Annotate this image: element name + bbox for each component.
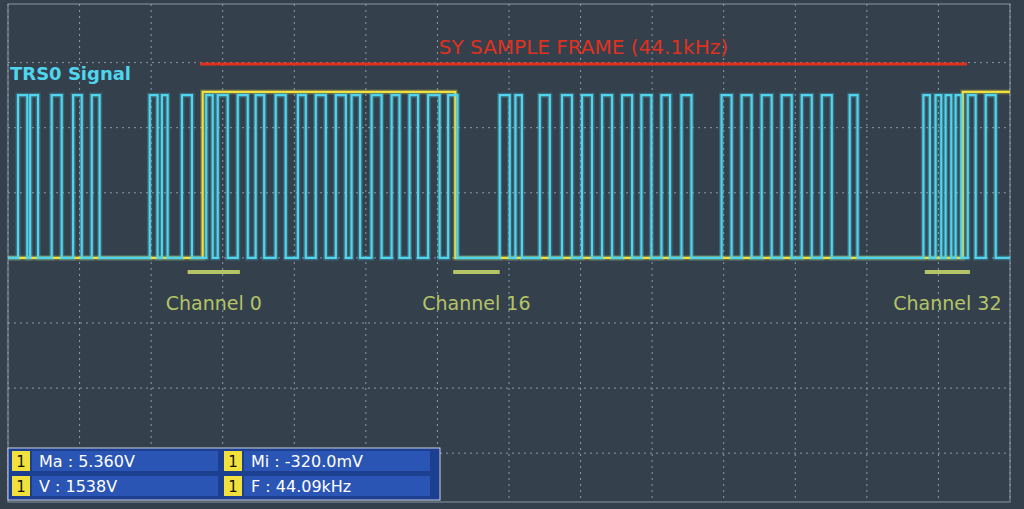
grid-line-x [1010, 4, 1011, 502]
channel-label: Channel 0 [166, 292, 262, 314]
background [0, 0, 1024, 509]
measurement-text: V : 1538V [39, 477, 117, 496]
frame-label: SY SAMPLE FRAME (44.1kHz) [439, 35, 728, 59]
grid [8, 4, 1010, 502]
channel-badge [12, 451, 30, 471]
grid-line-y [8, 388, 1010, 389]
annotations: TRS0 Signal SY SAMPLE FRAME (44.1kHz) Chan… [10, 35, 1001, 314]
channel-number: 1 [228, 453, 238, 471]
grid-line-y [8, 322, 1010, 323]
channel-marker [453, 270, 500, 274]
grid-line-x [795, 4, 796, 502]
trace [8, 92, 1010, 258]
channel-label: Channel 32 [893, 292, 1001, 314]
trace-glow [8, 95, 1010, 258]
channel-marker [188, 270, 240, 274]
grid-line-x [294, 4, 295, 502]
measurement-text: Ma : 5.360V [39, 452, 135, 471]
measurement-cell [244, 476, 430, 496]
measurement-cell [32, 451, 218, 471]
channel-badge [224, 476, 242, 496]
traces [8, 92, 1010, 258]
plot-frame [8, 4, 1010, 502]
grid-line-x [222, 4, 223, 502]
channel-marker [925, 270, 970, 274]
channel-badge [224, 451, 242, 471]
measurement-text: Mi : -320.0mV [251, 452, 363, 471]
frame-bracket [200, 63, 967, 66]
trace-glow [8, 92, 1010, 258]
channel-number: 1 [16, 478, 26, 496]
measurement-box [8, 448, 440, 500]
channel-label: Channel 16 [422, 292, 530, 314]
grid-line-x [8, 4, 9, 502]
scope-screen: TRS0 Signal SY SAMPLE FRAME (44.1kHz) Chan… [0, 0, 1024, 509]
channel-badge [12, 476, 30, 496]
measurement-cell [32, 476, 218, 496]
channel-number: 1 [16, 453, 26, 471]
measurement-cell [244, 451, 430, 471]
grid-line-x [938, 4, 939, 502]
grid-line-x [866, 4, 867, 502]
measurements: 1 Ma : 5.360V 1 Mi : -320.0mV 1 V : 1538V 1 F :… [8, 448, 440, 500]
signal-label: TRS0 Signal [10, 63, 131, 84]
grid-line-x [365, 4, 366, 502]
measurement-text: F : 44.09kHz [251, 477, 351, 496]
channel-number: 1 [228, 478, 238, 496]
grid-line-y [8, 62, 1010, 63]
trace [8, 95, 1010, 258]
